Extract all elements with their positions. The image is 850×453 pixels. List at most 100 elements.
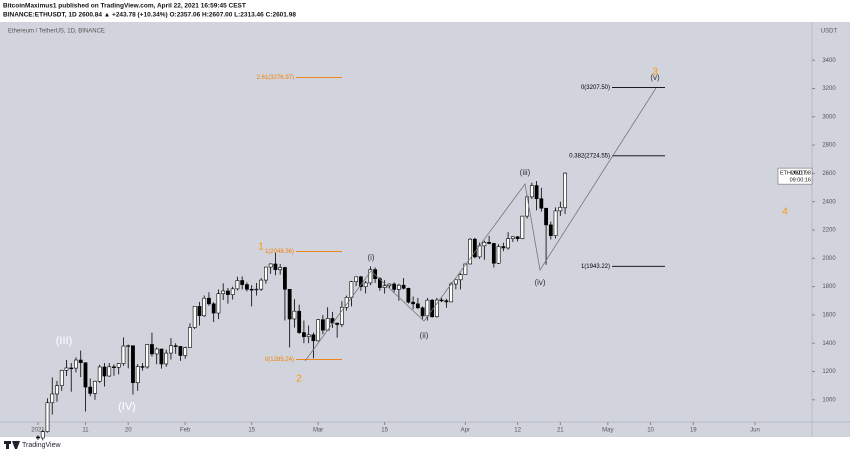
wave-label: (i) xyxy=(367,253,374,262)
wave-line xyxy=(304,87,657,362)
candle-body xyxy=(387,283,392,287)
candle-body xyxy=(188,327,192,348)
candle-body xyxy=(230,288,235,295)
candle-body xyxy=(425,299,430,317)
footer-brand: TradingView xyxy=(22,442,61,449)
candle-body xyxy=(36,436,40,439)
candle-body xyxy=(116,363,121,368)
y-tick-label: 1400 xyxy=(822,341,836,347)
y-tick-label: 2800 xyxy=(822,143,836,149)
candle-body xyxy=(358,276,363,288)
candle-body xyxy=(164,352,169,365)
y-tick-label: 2600 xyxy=(822,171,836,177)
candle-body xyxy=(515,236,520,239)
header-line2: BINANCE:ETHUSDT, 1D 2600.84 ▲ +243.78 (+… xyxy=(3,12,296,19)
candle-body xyxy=(131,345,135,383)
fib-label: 1(1943.22) xyxy=(581,264,610,270)
fib-label: 2.61(3276.97) xyxy=(257,75,294,81)
candle-body xyxy=(349,281,354,298)
fib-label: 0(3207.50) xyxy=(581,85,610,91)
candle-body xyxy=(558,207,563,212)
x-tick-label: 2021 xyxy=(31,428,45,434)
candle-body xyxy=(472,238,477,258)
y-tick-label: 3200 xyxy=(822,86,836,92)
candle-body xyxy=(553,210,558,236)
candle-body xyxy=(88,386,93,394)
wave-label: 3 xyxy=(652,67,658,78)
x-tick-label: May xyxy=(602,428,613,434)
candle-body xyxy=(449,283,454,303)
candle-body xyxy=(249,288,254,291)
candle-body xyxy=(373,269,378,279)
candle-body xyxy=(539,198,544,209)
y-tick-label: 1200 xyxy=(822,369,836,375)
candle-body xyxy=(211,303,216,314)
candle-body xyxy=(354,276,359,282)
candle-body xyxy=(297,310,302,333)
x-tick-label: Feb xyxy=(180,428,191,434)
candle-body xyxy=(525,196,529,217)
x-tick-label: 20 xyxy=(125,428,132,434)
candle-body xyxy=(169,345,173,354)
wave-label: 1 xyxy=(258,242,264,253)
candle-body xyxy=(126,345,131,347)
candle-body xyxy=(311,334,316,342)
candle-body xyxy=(268,263,273,268)
candle-body xyxy=(496,246,501,264)
candle-body xyxy=(69,367,74,370)
fib-label: 0(1285.24) xyxy=(265,357,294,363)
candle-body xyxy=(254,288,259,291)
wave-label: (IV) xyxy=(118,401,136,413)
wave-label: (v) xyxy=(650,73,660,82)
candle-body xyxy=(226,290,230,295)
candle-body xyxy=(78,359,83,364)
x-tick-label: 19 xyxy=(690,428,697,434)
x-tick-label: 11 xyxy=(82,428,89,434)
candle-body xyxy=(55,385,59,395)
chart-title: Ethereum / TetherUS, 1D, BINANCE xyxy=(8,29,105,35)
candle-body xyxy=(40,431,45,439)
wave-label: (III) xyxy=(56,335,73,347)
candle-body xyxy=(463,263,468,275)
y-tick-label: 2400 xyxy=(822,199,836,205)
candle-body xyxy=(544,207,548,226)
fib-label: 0.382(2724.55) xyxy=(569,153,610,159)
candle-body xyxy=(420,307,425,317)
candle-body xyxy=(278,267,283,271)
y-unit: USDT xyxy=(821,29,838,35)
y-tick-label: 3400 xyxy=(822,58,836,64)
candle-body xyxy=(140,366,145,368)
candle-body xyxy=(154,348,159,355)
candle-body xyxy=(520,215,525,239)
candle-body xyxy=(45,402,50,432)
candle-body xyxy=(339,306,344,325)
candle-body xyxy=(401,284,406,289)
candle-body xyxy=(207,297,211,305)
candle-body xyxy=(283,267,287,290)
candle-body xyxy=(506,238,510,249)
candle-body xyxy=(145,344,150,368)
candle-body xyxy=(183,347,188,356)
candle-body xyxy=(406,287,411,303)
candle-body xyxy=(97,366,102,382)
candle-body xyxy=(377,278,382,288)
candle-body xyxy=(548,224,553,236)
y-tick-label: 1600 xyxy=(822,312,836,318)
candle-body xyxy=(216,293,221,314)
wave-label: (iv) xyxy=(534,278,545,287)
candle-body xyxy=(287,288,292,320)
price-tag-symbol: ETHUSDT xyxy=(780,171,807,177)
x-tick-label: 12 xyxy=(514,428,521,434)
candle-body xyxy=(302,332,306,337)
candle-body xyxy=(74,359,78,369)
x-tick-label: 15 xyxy=(248,428,255,434)
candle-body xyxy=(83,362,88,388)
x-tick-label: 15 xyxy=(381,428,388,434)
candle-body xyxy=(382,285,387,288)
candle-body xyxy=(501,246,506,249)
candle-body xyxy=(487,242,491,244)
candle-body xyxy=(173,345,178,347)
price-tag xyxy=(777,167,813,185)
candle-body xyxy=(64,367,69,371)
